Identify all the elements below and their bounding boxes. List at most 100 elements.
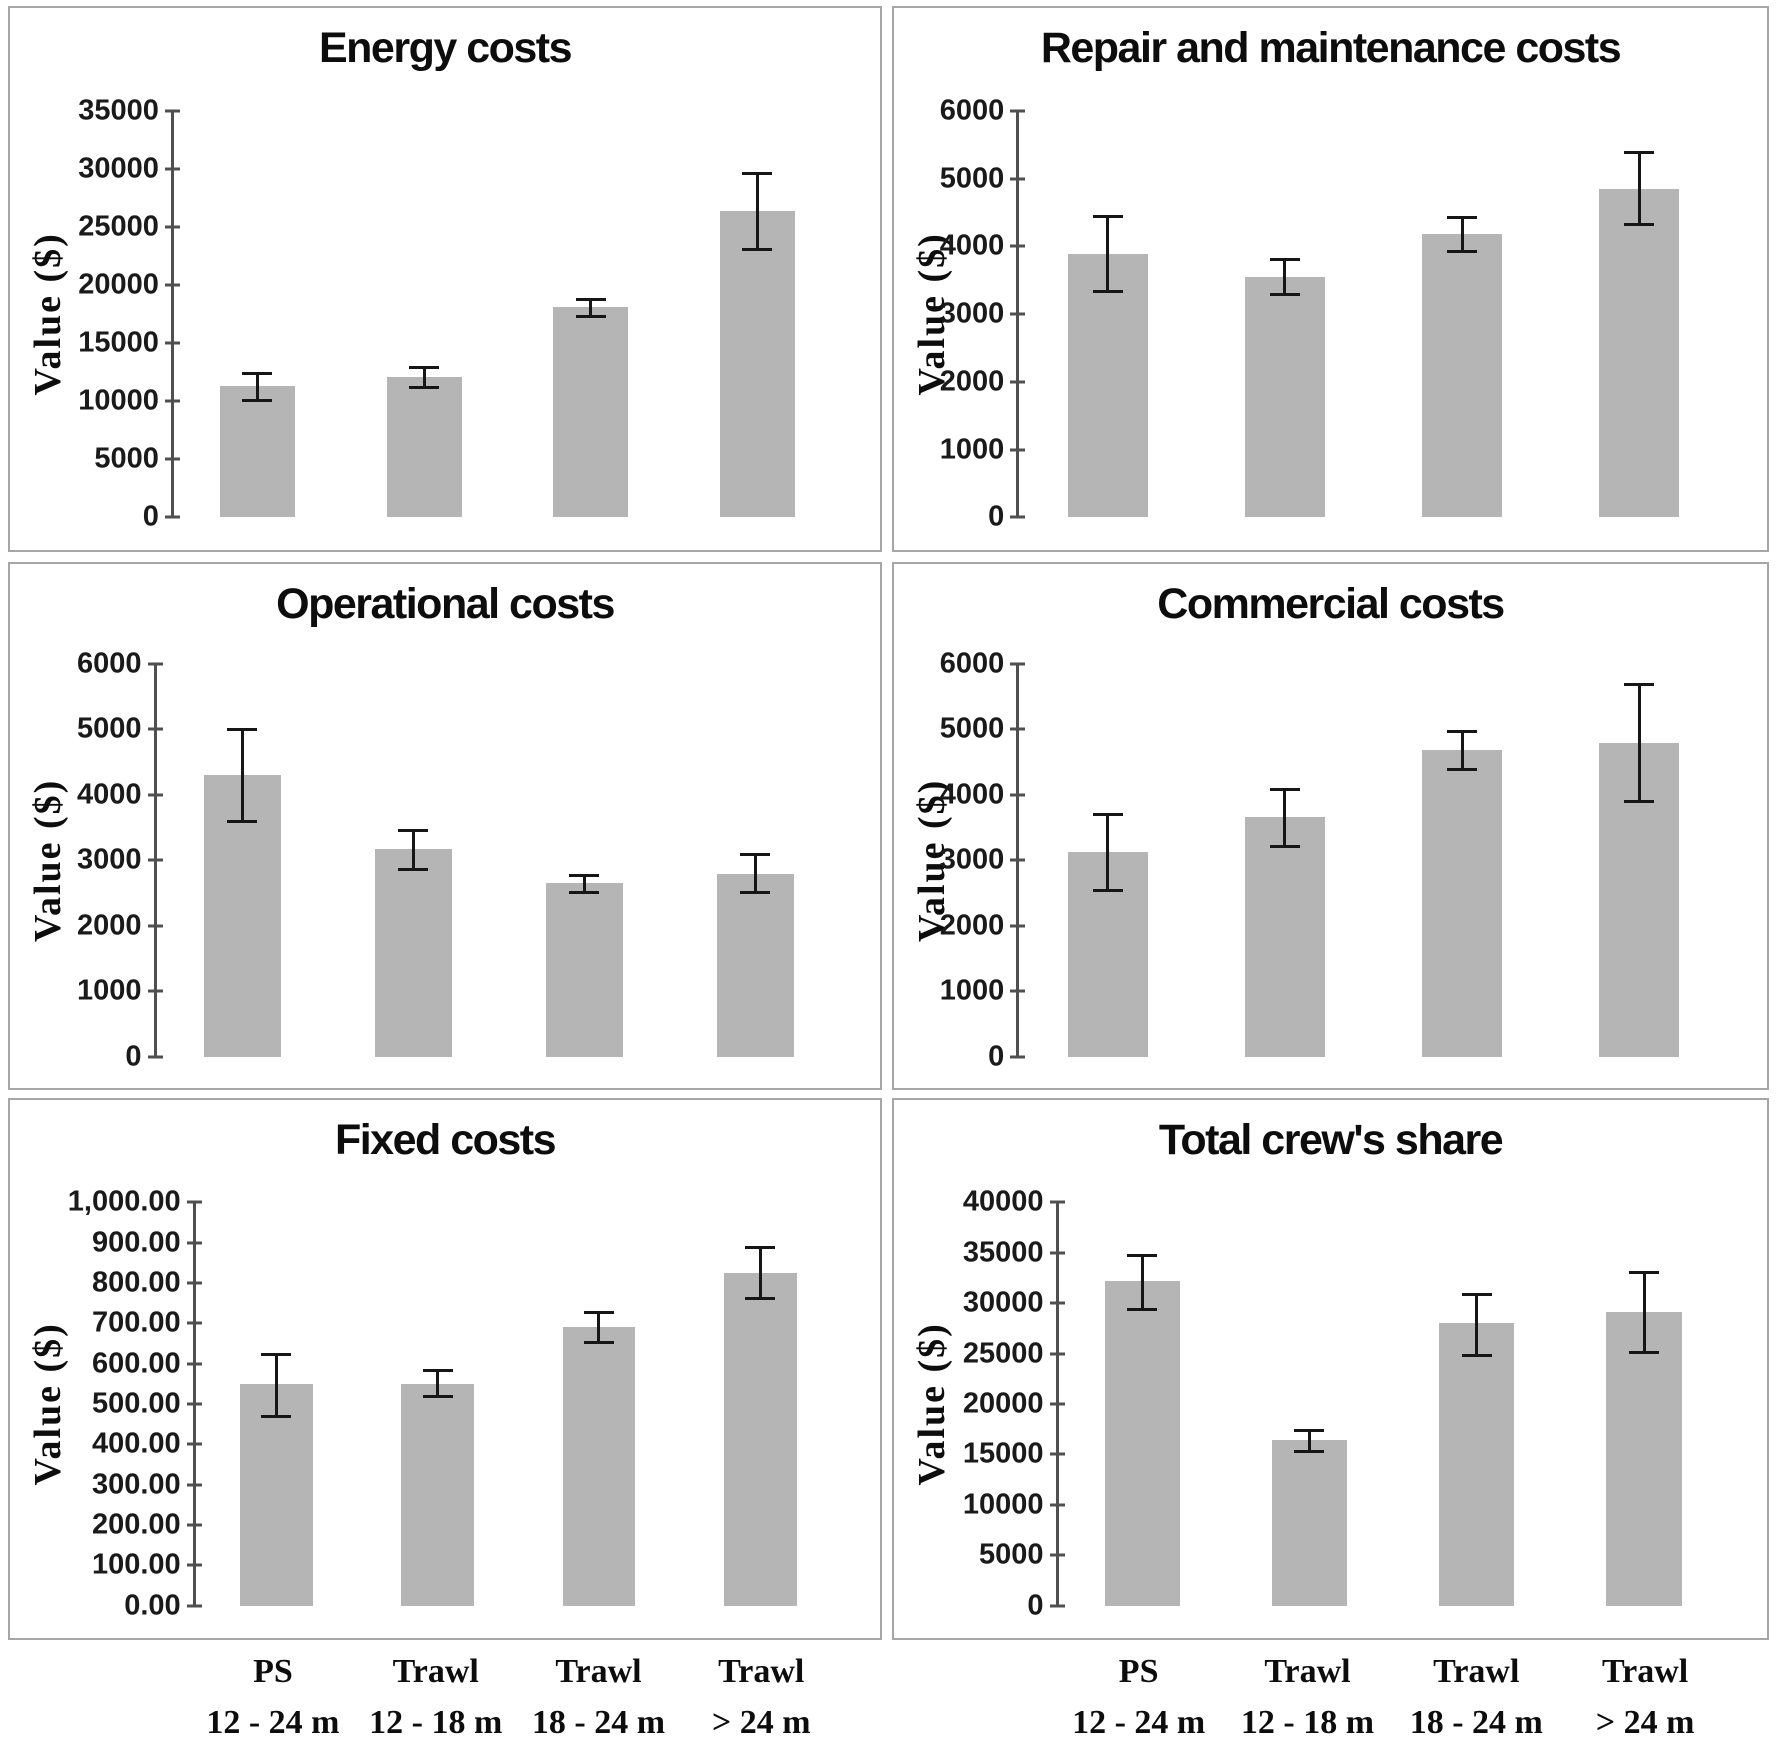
y-tick-label: 4000 (939, 778, 1005, 811)
error-bar-line (240, 729, 244, 822)
bar (553, 307, 629, 518)
error-bar-cap (398, 867, 429, 871)
y-tick-mark (1010, 924, 1026, 928)
y-tick-label: 0 (125, 1040, 142, 1073)
y-tick-mark (1049, 1503, 1065, 1507)
bar (723, 1272, 797, 1606)
error-bar-line (755, 173, 759, 250)
y-tick-mark (1010, 858, 1026, 862)
error-bar-line (1283, 259, 1287, 295)
y-tick-mark (1010, 515, 1026, 519)
category-label-line1: PS (1118, 1653, 1159, 1690)
y-tick-label: 10000 (78, 384, 159, 417)
y-tick-label: 2000 (77, 909, 142, 942)
bar (1271, 1440, 1348, 1606)
y-tick-label: 6000 (939, 647, 1005, 680)
y-tick-label: 5000 (939, 162, 1005, 195)
error-bar-line (1140, 1255, 1144, 1310)
y-tick-label: 1000 (939, 974, 1005, 1007)
y-tick-label: 1000 (939, 433, 1005, 466)
category-label: Trawl > 24 m (1596, 1646, 1695, 1748)
bar (1422, 750, 1502, 1057)
y-tick-label: 6000 (77, 647, 142, 680)
bar (386, 376, 462, 518)
y-tick-mark (147, 662, 163, 666)
error-bar-line (1460, 217, 1464, 252)
error-bar-cap (422, 1368, 453, 1372)
category-label-line2: > 24 m (1595, 1704, 1695, 1741)
y-tick-label: 40000 (962, 1185, 1044, 1218)
bar (1067, 253, 1148, 518)
y-tick-mark (1010, 380, 1026, 384)
category-label-line2: 12 - 18 m (369, 1704, 503, 1741)
y-tick-label: 100.00 (91, 1548, 181, 1581)
y-tick-label: 35000 (78, 94, 159, 127)
error-bar-cap (1447, 768, 1478, 772)
y-tick-label: 15000 (78, 326, 159, 359)
y-tick-mark (1010, 1055, 1026, 1059)
error-bar-cap (575, 297, 606, 301)
y-tick-mark (1049, 1301, 1065, 1305)
error-bar-cap (583, 1310, 614, 1314)
y-tick-label: 10000 (962, 1488, 1044, 1521)
error-bar-cap (1461, 1292, 1492, 1296)
category-label-line2: 12 - 18 m (1240, 1704, 1375, 1741)
error-bar-cap (1624, 223, 1655, 227)
y-tick-label: 0 (1027, 1589, 1044, 1622)
y-tick-label: 900.00 (91, 1226, 181, 1259)
y-tick-mark (1010, 727, 1026, 731)
error-bar-cap (242, 371, 273, 375)
category-label-line1: Trawl (1601, 1653, 1689, 1690)
error-bar-cap (409, 366, 440, 370)
chart-title: Total crew's share (1158, 1116, 1504, 1165)
y-tick-mark (1010, 312, 1026, 316)
error-bar-cap (1447, 250, 1478, 254)
y-tick-label: 3000 (939, 297, 1005, 330)
error-bar-cap (1269, 844, 1300, 848)
y-tick-mark (1010, 109, 1026, 113)
category-label: Trawl 18 - 24 m (1410, 1646, 1543, 1748)
error-bar-line (436, 1370, 440, 1397)
error-bar-line (1106, 216, 1110, 292)
y-tick-label: 4000 (939, 229, 1005, 262)
y-tick-mark (186, 1402, 202, 1406)
y-tick-mark (1049, 1452, 1065, 1456)
error-bar-cap (409, 386, 440, 390)
plot-area: 0 1000 2000 3000 4000 5000 6000 (77, 647, 841, 1072)
y-tick-mark (147, 1055, 163, 1059)
y-tick-mark (164, 283, 180, 287)
y-tick-mark (147, 858, 163, 862)
bar (562, 1327, 636, 1606)
error-bar-line (255, 373, 259, 401)
error-bar-line (411, 830, 415, 870)
bar (1245, 817, 1325, 1057)
error-bar-cap (1269, 257, 1300, 261)
bar (219, 386, 295, 518)
error-bar-cap (1447, 729, 1478, 733)
bar (1606, 1312, 1682, 1606)
error-bar-cap (1629, 1271, 1660, 1275)
category-label: Trawl 12 - 18 m (369, 1646, 502, 1748)
error-bar-cap (740, 853, 771, 857)
y-axis-title: Value ($) (27, 1322, 69, 1486)
error-bar-cap (398, 829, 429, 833)
category-label-line2: 18 - 24 m (1409, 1704, 1543, 1741)
y-tick-mark (186, 1321, 202, 1325)
y-tick-mark (164, 341, 180, 345)
bar (374, 848, 452, 1057)
y-tick-mark (164, 515, 180, 519)
error-bar-line (589, 299, 593, 317)
chart-title: Commercial costs (1157, 579, 1505, 628)
y-tick-label: 5000 (978, 1538, 1044, 1571)
error-bar-line (1637, 152, 1641, 225)
error-bar-line (1637, 684, 1641, 802)
y-tick-mark (186, 1604, 202, 1608)
y-tick-label: 20000 (78, 268, 159, 301)
error-bar-line (1460, 731, 1464, 770)
y-tick-label: 2000 (939, 365, 1005, 398)
error-bar-cap (1092, 889, 1123, 893)
y-tick-mark (147, 793, 163, 797)
